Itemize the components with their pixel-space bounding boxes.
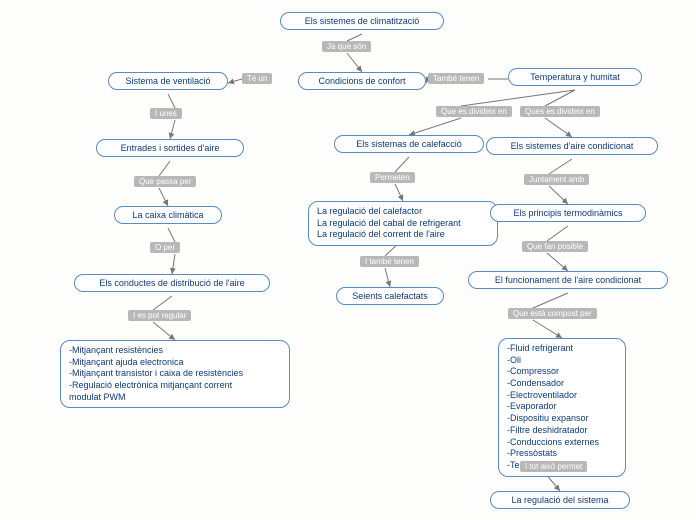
node-caixa: La caixa climàtica <box>114 206 222 224</box>
node-regular-line: -Mitjançant ajuda electronica <box>69 357 281 369</box>
node-components-line: -Electroventilador <box>507 390 617 402</box>
node-components-line: -Fluid refrigerant <box>507 343 617 355</box>
node-regular-line: -Mitjançant resistències <box>69 345 281 357</box>
node-components-line: -Condensador <box>507 378 617 390</box>
node-components-line: -Pressòstats <box>507 448 617 460</box>
node-components: -Fluid refrigerant-Oli-Compressor-Conden… <box>498 338 626 477</box>
node-calefaccio: Els sistemas de calefacció <box>334 135 484 153</box>
node-regular-line: -Mitjançant transistor i caixa de resist… <box>69 368 281 380</box>
edge-label-iunes: I unes <box>150 108 182 119</box>
node-permeten: La regulació del calefactorLa regulació … <box>308 201 498 246</box>
node-components-line: -Compressor <box>507 366 617 378</box>
edge-label-jaqueson: Ja que són <box>322 41 371 52</box>
node-components-line: -Dispositiu expansor <box>507 413 617 425</box>
edge-label-iespot: I es pot regular <box>128 310 191 321</box>
node-regular: -Mitjançant resistències-Mitjançant ajud… <box>60 340 290 408</box>
node-entrades: Entrades i sortides d'aire <box>96 139 244 157</box>
edge-label-quefan: Que fan posible <box>522 241 588 252</box>
node-ventilacio: Sistema de ventilació <box>108 72 228 90</box>
node-seients: Seients calefactats <box>336 287 444 305</box>
node-principis: Els principis termodinàmics <box>490 204 646 222</box>
node-permeten-line: La regulació del corrent de l'aire <box>317 229 489 241</box>
edge-label-tambetenen: També tenen <box>428 73 484 84</box>
node-aircond: Els sistemes d'aire condicionat <box>486 137 658 155</box>
edge-label-quepassa: Que passa per <box>134 176 196 187</box>
edge-label-oper: O per <box>150 242 180 253</box>
edge-label-itotaixo: I tot això permet <box>520 461 587 472</box>
edge-label-juntament: Juntament amb <box>524 174 589 185</box>
node-permeten-line: La regulació del cabal de refrigerant <box>317 218 489 230</box>
node-conductes: Els conductes de distribució de l'aire <box>74 274 270 292</box>
node-regular-line: -Regulació electrònica mitjançant corren… <box>69 380 281 392</box>
edge-label-permeten_l: Permeten <box>370 172 415 183</box>
node-funcionament: El funcionament de l'aire condicionat <box>468 271 668 289</box>
node-regulacio: La regulació del sistema <box>490 491 630 509</box>
node-components-line: -Conduccions externes <box>507 437 617 449</box>
node-components-line: -Filtre deshidratador <box>507 425 617 437</box>
edge-label-compost: Que està compost per <box>508 308 597 319</box>
node-components-line: -Evaporador <box>507 401 617 413</box>
edge-label-divideix2: Ques es divideix en <box>520 106 600 117</box>
node-regular-line: modulat PWM <box>69 392 281 404</box>
node-root: Els sistemes de climatització <box>280 12 444 30</box>
node-temphum: Temperatura y humitat <box>508 68 642 86</box>
node-components-line: -Oli <box>507 355 617 367</box>
edge-label-teun: Té un <box>242 73 272 84</box>
edge-label-itambe: I també tenen <box>360 256 419 267</box>
edge-label-divideix1: Que es divideix en <box>436 106 512 117</box>
node-confort: Condicions de confort <box>298 72 426 90</box>
node-permeten-line: La regulació del calefactor <box>317 206 489 218</box>
